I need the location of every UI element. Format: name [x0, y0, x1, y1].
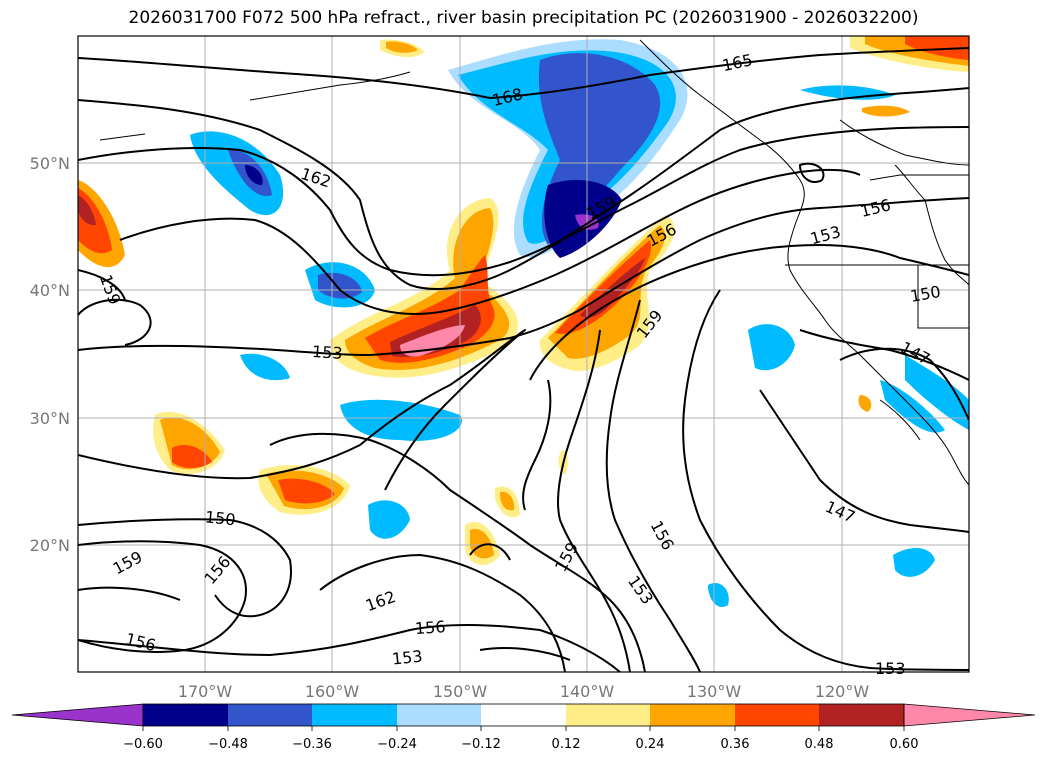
- contour-line: [479, 647, 571, 661]
- colorbar-bin: [397, 704, 481, 726]
- contour-label: 153: [875, 659, 906, 678]
- contour-line: [78, 269, 126, 301]
- anomaly-negative-region: [318, 272, 362, 299]
- lat-label: 50°N: [30, 154, 70, 173]
- latitude-labels: 50°N 40°N 30°N 20°N: [30, 154, 70, 555]
- coastline-layer: [99, 39, 969, 486]
- lon-label: 140°W: [560, 682, 615, 701]
- anomaly-positive-region: [500, 491, 515, 511]
- contour-line: [759, 389, 969, 533]
- colorbar-bin: [143, 704, 228, 726]
- contour-line: [319, 554, 566, 672]
- colorbar-tick-label: −0.24: [377, 737, 417, 752]
- colorbar-tick-label: 0.36: [721, 737, 750, 752]
- anomaly-positive-region: [858, 395, 872, 412]
- contour-label: 150: [204, 507, 236, 529]
- contour-line: [78, 126, 969, 277]
- contour-line: [78, 586, 181, 601]
- graticule: [78, 36, 969, 672]
- anomaly-negative-region: [240, 353, 290, 381]
- colorbar-bin: [312, 704, 397, 726]
- lat-label: 40°N: [30, 281, 70, 300]
- anomaly-positive-region: [862, 105, 910, 117]
- contour-line: [78, 624, 621, 672]
- contour-label: 156: [414, 617, 446, 638]
- contour-line: [557, 329, 631, 672]
- contour-line: [799, 329, 969, 381]
- anomaly-negative-region: [708, 582, 729, 608]
- contour-label: 153: [311, 342, 343, 363]
- anomaly-negative-region: [245, 165, 263, 185]
- lon-label: 160°W: [305, 682, 360, 701]
- anomaly-negative-region: [340, 399, 462, 441]
- contour-line: [78, 47, 969, 99]
- refractivity-contours: [78, 47, 969, 672]
- anomaly-positive-region: [580, 258, 645, 318]
- colorbar-bin: [481, 704, 566, 726]
- lon-label: 150°W: [433, 682, 488, 701]
- anomaly-positive-region: [400, 325, 465, 357]
- contour-line: [78, 298, 152, 346]
- colorbar-extend-left: [11, 703, 144, 727]
- anomaly-positive-region: [278, 478, 335, 504]
- colorbar-tick-label: −0.36: [292, 737, 332, 752]
- colorbar-tick-label: 0.48: [805, 737, 834, 752]
- lon-label: 170°W: [178, 682, 233, 701]
- anomaly-positive-region: [905, 36, 969, 60]
- anomaly-positive-region: [470, 528, 494, 559]
- contour-line: [78, 87, 969, 291]
- contour-line: [799, 162, 825, 184]
- contour-line: [469, 543, 511, 561]
- anomaly-negative-region: [905, 355, 969, 430]
- lat-label: 20°N: [30, 536, 70, 555]
- contour-line: [605, 299, 701, 672]
- colorbar: −0.60 −0.48 −0.36 −0.24 −0.12 0.12 0.24 …: [11, 703, 1036, 752]
- anomaly-negative-region: [368, 500, 410, 539]
- contour-line: [119, 168, 861, 315]
- colorbar-bin: [566, 704, 650, 726]
- contour-line: [682, 289, 969, 671]
- anomaly-positive-region: [386, 41, 418, 53]
- longitude-labels: 170°W 160°W 150°W 140°W 130°W 120°W: [178, 682, 870, 701]
- colorbar-tick-label: −0.60: [123, 737, 163, 752]
- colorbar-tick-label: 0.60: [890, 737, 919, 752]
- anomaly-positive-region: [78, 195, 96, 226]
- map-frame: [77, 35, 970, 673]
- colorbar-extend-right: [903, 703, 1036, 727]
- anomaly-positive-region: [172, 444, 212, 468]
- colorbar-tick-label: 0.24: [636, 737, 665, 752]
- colorbar-bin: [735, 704, 819, 726]
- colorbar-tick-label: 0.12: [552, 737, 581, 752]
- lon-label: 120°W: [815, 682, 870, 701]
- lat-label: 30°N: [30, 409, 70, 428]
- contour-line: [529, 244, 969, 381]
- colorbar-tick-label: −0.48: [208, 737, 248, 752]
- map-title: 2026031700 F072 500 hPa refract., river …: [128, 8, 919, 28]
- contour-line: [839, 347, 969, 421]
- colorbar-tick-marks: [142, 726, 905, 731]
- colorbar-tick-label: −0.12: [461, 737, 501, 752]
- colorbar-bin: [650, 704, 735, 726]
- contour-line: [269, 432, 646, 672]
- contour-line: [78, 518, 292, 618]
- contour-line: [522, 379, 552, 511]
- contour-label: 153: [391, 647, 423, 669]
- contour-line: [78, 329, 526, 491]
- colorbar-bin: [228, 704, 312, 726]
- contour-line: [78, 540, 247, 653]
- lon-label: 130°W: [687, 682, 742, 701]
- colorbar-bin: [819, 704, 904, 726]
- anomaly-negative-region: [748, 324, 795, 371]
- contour-line: [78, 197, 969, 356]
- colorbar-outline: [142, 703, 905, 727]
- anomaly-negative-region: [880, 380, 945, 433]
- anomaly-negative-region: [893, 548, 935, 577]
